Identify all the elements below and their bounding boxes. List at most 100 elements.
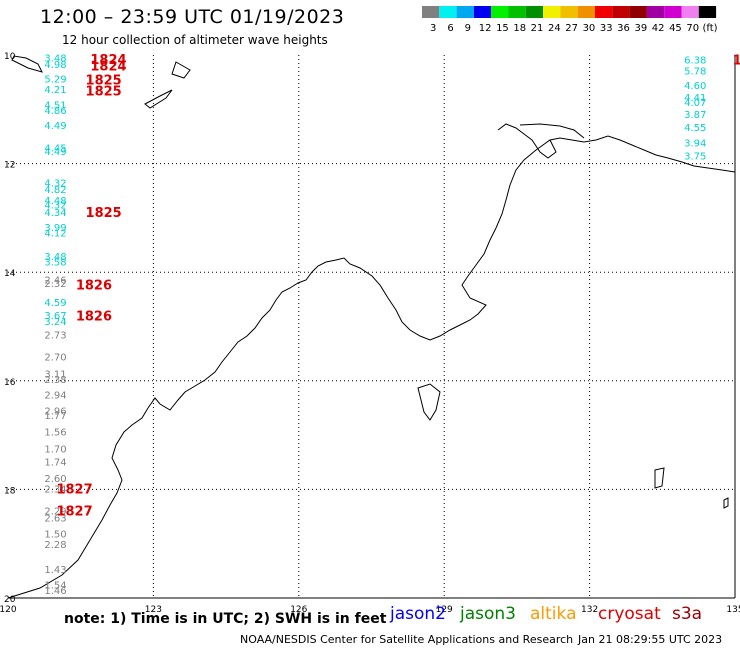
coastline <box>7 55 736 599</box>
colorbar-swatch <box>491 6 509 18</box>
colorbar-swatch <box>698 6 717 18</box>
colorbar-swatch <box>543 6 561 18</box>
pass-time-label: 131 <box>733 53 740 68</box>
wave-height-value: 4.82 <box>44 185 66 196</box>
coastline-island-nw2 <box>144 89 173 109</box>
wave-height-value: 4.12 <box>44 229 66 240</box>
wave-height-value: 3.87 <box>684 110 706 121</box>
satellite-s3a: s3a <box>672 604 703 624</box>
satellite-jason3: jason3 <box>460 604 516 624</box>
colorbar-swatch <box>422 6 440 18</box>
color-scale-legend: 3 6 9 12 15 18 21 24 27 30 33 36 39 42 45 70 (ft) <box>422 6 718 34</box>
colorbar-swatch <box>646 6 665 18</box>
wave-height-value: 4.49 <box>44 121 66 132</box>
wave-height-value: 2.94 <box>44 390 66 401</box>
colorbar-label: 6 <box>447 23 453 34</box>
pass-time-label: 1827 <box>56 482 92 497</box>
wave-height-value: 1.54 <box>44 580 66 591</box>
wave-height-value: 1.70 <box>44 445 66 456</box>
satellite-cryosat: cryosat <box>598 604 661 624</box>
pass-time-label: 1824 <box>90 59 126 74</box>
lat-label: 10 <box>4 52 16 62</box>
wave-height-value: 2.63 <box>44 514 66 525</box>
wave-height-value: 5.78 <box>684 67 706 78</box>
colorbar-label: 27 <box>565 23 578 34</box>
colorbar-label: 18 <box>513 23 526 34</box>
wave-height-value: 2.38 <box>44 375 66 386</box>
colorbar-swatch <box>439 6 457 18</box>
wave-height-value: 4.51 <box>44 100 66 111</box>
colorbar-swatch <box>629 6 647 18</box>
colorbar-label: 15 <box>496 23 509 34</box>
pass-time-label: 1827 <box>56 505 92 520</box>
lon-label: 120 <box>0 605 17 615</box>
wave-height-value: 3.99 <box>44 223 66 234</box>
lon-label: 126 <box>290 605 307 615</box>
wave-height-value: 4.45 <box>44 143 66 154</box>
pass-time-label: 1826 <box>76 279 112 294</box>
coastline-island-ne <box>497 123 557 159</box>
wave-height-value: 2.70 <box>44 352 66 363</box>
colorbar-swatch <box>560 6 578 18</box>
colorbar-label: 45 <box>669 23 682 34</box>
wave-height-value: 3.67 <box>44 311 66 322</box>
colorbar-swatch <box>577 6 595 18</box>
wave-height-value: 3.94 <box>684 138 706 149</box>
coastline-main <box>7 135 736 599</box>
colorbar-label: 33 <box>600 23 613 34</box>
wave-height-value: 4.21 <box>44 85 66 96</box>
colorbar-swatch <box>508 6 526 18</box>
colorbar-swatch <box>681 6 699 18</box>
wave-height-value: 1.56 <box>44 427 66 438</box>
coastline-island-ne2 <box>519 123 585 139</box>
lat-label: 16 <box>4 378 16 388</box>
wave-height-value: 2.46 <box>44 275 66 286</box>
colorbar-label: 3 <box>430 23 436 34</box>
pass-time-label: 1825 <box>86 73 122 88</box>
colorbar-swatch <box>664 6 682 18</box>
wave-height-value: 5.29 <box>44 74 66 85</box>
axis-labels: 120 123 126 129 132 135 10 12 14 16 18 20 <box>0 52 740 615</box>
wave-height-value: 4.32 <box>44 200 66 211</box>
colorbar-label: 36 <box>617 23 630 34</box>
graticule <box>8 55 736 599</box>
satellite-jason2: jason2 <box>390 604 446 624</box>
wave-height-value: 4.55 <box>684 123 706 134</box>
lat-label: 14 <box>4 269 16 279</box>
wave-height-value: 1.43 <box>44 565 66 576</box>
wave-height-value: 3.24 <box>44 317 66 328</box>
colorbar-label: 21 <box>531 23 544 34</box>
colorbar-swatch <box>456 6 474 18</box>
colorbar-swatch <box>525 6 544 18</box>
wave-height-value: 4.86 <box>44 106 66 117</box>
wave-height-value: 2.28 <box>44 540 66 551</box>
coastline-island-nw3 <box>171 61 191 79</box>
wave-height-value: 3.48 <box>44 54 66 65</box>
lat-label: 18 <box>4 486 16 496</box>
wave-height-value: 4.32 <box>44 179 66 190</box>
wave-height-value: 1.77 <box>44 411 66 422</box>
pass-time-label: 1825 <box>86 206 122 221</box>
colorbar-label: 12 <box>479 23 492 34</box>
coastline-island-small <box>723 497 729 509</box>
colorbar-label: 70 <box>686 23 699 34</box>
pass-time-label: 1825 <box>86 84 122 99</box>
wave-height-value: 4.07 <box>684 98 706 109</box>
wave-height-value: 4.34 <box>44 208 66 219</box>
colorbar-swatch <box>473 6 492 18</box>
pass-time-label: 1826 <box>76 310 112 325</box>
wave-height-value: 2.60 <box>44 474 66 485</box>
footnote: note: 1) Time is in UTC; 2) SWH is in fe… <box>64 611 387 627</box>
lon-label: 123 <box>145 605 162 615</box>
colorbar-label: 30 <box>583 23 596 34</box>
lat-label: 20 <box>4 595 16 605</box>
colorbar-label: 24 <box>548 23 561 34</box>
lon-label: 129 <box>436 605 453 615</box>
wave-height-value: 3.58 <box>44 257 66 268</box>
pass-time-label: 1824 <box>90 53 126 68</box>
page-subtitle: 12 hour collection of altimeter wave hei… <box>62 33 328 47</box>
wave-height-value: 2.34 <box>44 484 66 495</box>
wave-height-value: 3.48 <box>44 252 66 263</box>
colorbar-label: 9 <box>465 23 471 34</box>
colorbar-label: (ft) <box>703 23 718 34</box>
